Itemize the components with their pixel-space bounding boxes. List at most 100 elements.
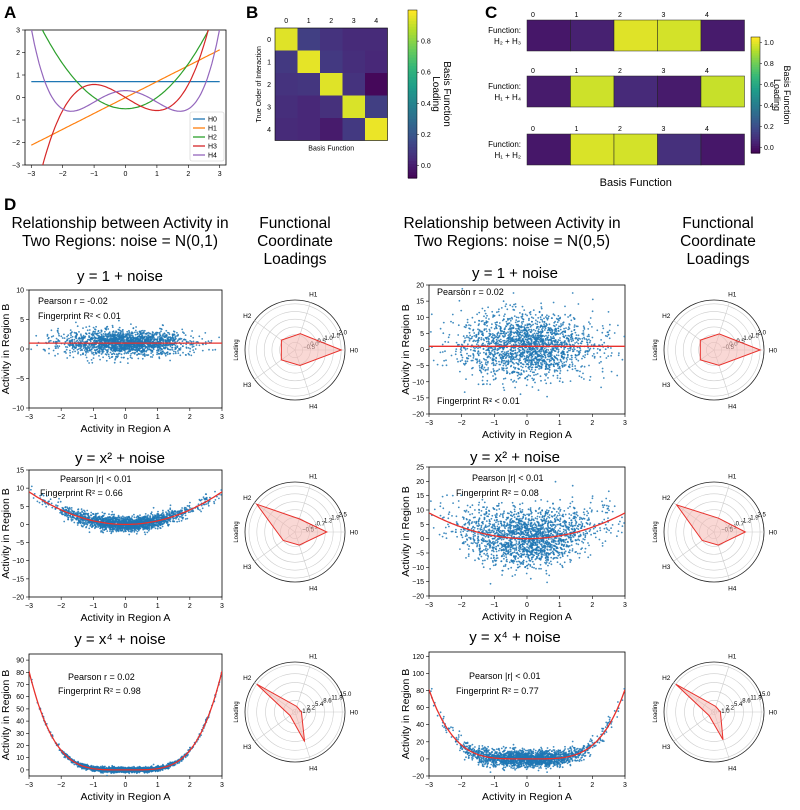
data-point xyxy=(550,337,552,339)
data-point xyxy=(469,340,471,342)
data-point xyxy=(186,347,188,349)
data-point xyxy=(95,326,97,328)
data-point xyxy=(543,326,545,328)
data-point xyxy=(57,353,59,355)
data-point xyxy=(559,317,561,319)
scatter-xtick-label: −1 xyxy=(89,414,97,421)
data-point xyxy=(512,381,514,383)
data-point xyxy=(518,351,520,353)
data-point xyxy=(535,323,537,325)
data-point xyxy=(169,360,171,362)
data-point xyxy=(75,345,77,347)
scatter-xtick-label: 2 xyxy=(590,420,594,427)
row-title-1-left: y = 1 + noise xyxy=(77,268,163,285)
data-point xyxy=(524,358,526,360)
data-point xyxy=(494,337,496,339)
data-point xyxy=(131,345,133,347)
data-point xyxy=(510,340,512,342)
scatter-ytick-label: −5 xyxy=(16,376,24,383)
data-point xyxy=(513,304,515,306)
scatter-ytick-label: 20 xyxy=(416,283,424,290)
data-point xyxy=(544,379,546,381)
data-point xyxy=(518,361,520,363)
data-point xyxy=(444,341,446,343)
data-point xyxy=(483,323,485,325)
panel-b-cell xyxy=(365,118,388,141)
data-point xyxy=(494,374,496,376)
panel-c-cell xyxy=(571,20,615,51)
header-fc-right-1: Functional xyxy=(682,215,754,232)
data-point xyxy=(584,357,586,359)
panel-c-cell xyxy=(701,134,745,165)
data-point xyxy=(573,329,575,331)
panel-b-cell xyxy=(365,73,388,96)
data-point xyxy=(503,331,505,333)
data-point xyxy=(559,372,561,374)
header-fc-left-1: Functional xyxy=(259,215,331,232)
data-point xyxy=(611,371,613,373)
data-point xyxy=(468,324,470,326)
data-point xyxy=(151,345,153,347)
data-point xyxy=(576,334,578,336)
data-point xyxy=(552,344,554,346)
panel-a-ytick-label: 1 xyxy=(16,73,20,80)
data-point xyxy=(119,348,121,350)
data-point xyxy=(498,332,500,334)
data-point xyxy=(522,306,524,308)
data-point xyxy=(509,349,511,351)
data-point xyxy=(99,339,101,341)
data-point xyxy=(522,313,524,315)
data-point xyxy=(589,342,591,344)
scatter-xtick-label: 3 xyxy=(623,420,627,427)
data-point xyxy=(147,334,149,336)
data-point xyxy=(96,349,98,351)
data-point xyxy=(498,336,500,338)
data-point xyxy=(65,341,67,343)
data-point xyxy=(72,347,74,349)
data-point xyxy=(159,339,161,341)
data-point xyxy=(136,339,138,341)
data-point xyxy=(553,313,555,315)
data-point xyxy=(469,332,471,334)
header-fc-left-3: Loadings xyxy=(264,251,327,268)
data-point xyxy=(120,336,122,338)
data-point xyxy=(575,354,577,356)
data-point xyxy=(574,349,576,351)
data-point xyxy=(526,330,528,332)
data-point xyxy=(121,357,123,359)
data-point xyxy=(112,331,114,333)
data-point xyxy=(149,335,151,337)
data-point xyxy=(179,354,181,356)
data-point xyxy=(512,309,514,311)
data-point xyxy=(125,340,127,342)
data-point xyxy=(523,326,525,328)
data-point xyxy=(564,314,566,316)
data-point xyxy=(169,507,171,509)
data-point xyxy=(583,337,585,339)
polar-label-h2: H2 xyxy=(662,313,671,320)
panel-b-cell xyxy=(275,96,298,119)
panel-b-ytick-label: 3 xyxy=(267,104,271,111)
panel-c-xtick-label: 3 xyxy=(662,68,666,75)
data-point xyxy=(196,344,198,346)
data-point xyxy=(188,347,190,349)
data-point xyxy=(94,349,96,351)
scatter-xlabel: Activity in Region A xyxy=(482,429,572,441)
data-point xyxy=(484,367,486,369)
data-point xyxy=(497,348,499,350)
data-point xyxy=(559,340,561,342)
data-point xyxy=(448,336,450,338)
data-point xyxy=(564,340,566,342)
data-point xyxy=(122,329,124,331)
data-point xyxy=(478,312,480,314)
data-point xyxy=(129,350,131,352)
data-point xyxy=(531,340,533,342)
data-point xyxy=(98,355,100,357)
data-point xyxy=(538,343,540,345)
data-point xyxy=(503,315,505,317)
data-point xyxy=(509,304,511,306)
data-point xyxy=(535,314,537,316)
data-point xyxy=(123,337,125,339)
data-point xyxy=(133,514,135,516)
